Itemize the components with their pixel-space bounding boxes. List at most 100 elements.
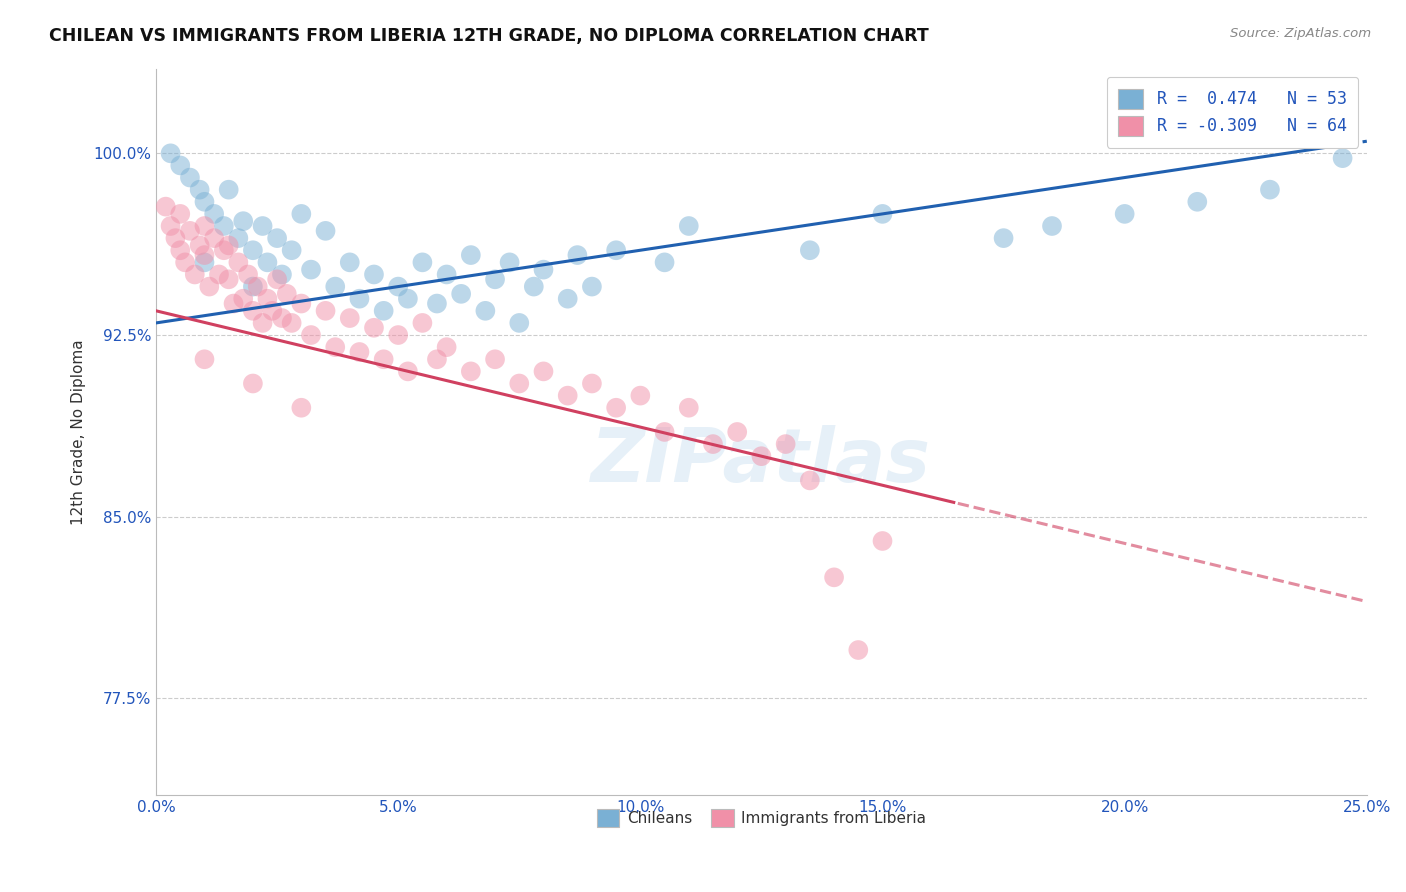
Point (557, 292, 579, 306)
Point (232, 214, 254, 228)
Point (299, 328, 322, 343)
Point (426, 296, 449, 310)
Point (498, 255, 520, 269)
Point (202, 231, 225, 245)
Point (276, 286, 298, 301)
Point (567, 248, 589, 262)
Point (725, 425, 748, 439)
Y-axis label: 12th Grade, No Diploma: 12th Grade, No Diploma (72, 339, 86, 524)
Point (678, 219, 700, 233)
Point (256, 292, 278, 306)
Point (823, 570, 845, 584)
Point (349, 345, 371, 359)
Point (460, 364, 482, 378)
Point (396, 364, 419, 378)
Point (179, 170, 201, 185)
Point (193, 219, 215, 233)
Legend: Chileans, Immigrants from Liberia: Chileans, Immigrants from Liberia (589, 801, 934, 835)
Point (339, 311, 361, 326)
Point (508, 316, 530, 330)
Point (484, 352, 506, 367)
Point (533, 364, 555, 378)
Point (193, 352, 215, 367)
Point (159, 219, 181, 233)
Point (605, 244, 627, 258)
Point (266, 272, 288, 286)
Point (222, 296, 245, 310)
Text: CHILEAN VS IMMIGRANTS FROM LIBERIA 12TH GRADE, NO DIPLOMA CORRELATION CHART: CHILEAN VS IMMIGRANTS FROM LIBERIA 12TH … (49, 27, 929, 45)
Point (179, 224, 201, 238)
Point (426, 352, 449, 367)
Point (242, 303, 264, 318)
Point (799, 244, 821, 258)
Point (1040, 219, 1063, 233)
Point (581, 376, 603, 391)
Point (315, 303, 337, 318)
Point (256, 255, 278, 269)
Point (202, 207, 225, 221)
Point (1187, 194, 1209, 209)
Point (193, 194, 215, 209)
Point (193, 248, 215, 262)
Point (218, 272, 240, 286)
Point (1114, 207, 1136, 221)
Point (299, 262, 322, 277)
Point (533, 262, 555, 277)
Point (628, 389, 651, 403)
Point (262, 303, 284, 318)
Point (508, 376, 530, 391)
Point (280, 316, 302, 330)
Point (218, 238, 240, 252)
Point (846, 643, 869, 657)
Point (775, 437, 797, 451)
Point (339, 255, 361, 269)
Point (323, 279, 346, 293)
Text: Source: ZipAtlas.com: Source: ZipAtlas.com (1230, 27, 1371, 40)
Point (1258, 183, 1281, 197)
Point (242, 279, 264, 293)
Point (523, 279, 546, 293)
Point (169, 207, 191, 221)
Point (184, 268, 207, 282)
Point (246, 279, 269, 293)
Point (373, 352, 395, 367)
Point (228, 255, 250, 269)
Point (159, 146, 181, 161)
Point (218, 183, 240, 197)
Point (266, 231, 288, 245)
Point (993, 231, 1015, 245)
Point (236, 268, 259, 282)
Point (411, 255, 433, 269)
Point (349, 292, 371, 306)
Point (363, 268, 385, 282)
Point (232, 292, 254, 306)
Point (252, 316, 274, 330)
Point (436, 340, 458, 354)
Point (169, 244, 191, 258)
Point (188, 183, 211, 197)
Point (605, 401, 627, 415)
Point (387, 328, 409, 343)
Point (165, 231, 187, 245)
Point (242, 376, 264, 391)
Point (363, 320, 385, 334)
Point (155, 200, 177, 214)
Point (174, 255, 197, 269)
Point (678, 401, 700, 415)
Point (654, 425, 676, 439)
Point (252, 219, 274, 233)
Point (872, 207, 894, 221)
Point (315, 224, 337, 238)
Point (188, 238, 211, 252)
Point (271, 311, 294, 326)
Text: ZIPatlas: ZIPatlas (592, 425, 931, 498)
Point (280, 244, 302, 258)
Point (169, 158, 191, 172)
Point (271, 268, 294, 282)
Point (1331, 151, 1354, 165)
Point (436, 268, 458, 282)
Point (323, 340, 346, 354)
Point (411, 316, 433, 330)
Point (460, 248, 482, 262)
Point (208, 268, 231, 282)
